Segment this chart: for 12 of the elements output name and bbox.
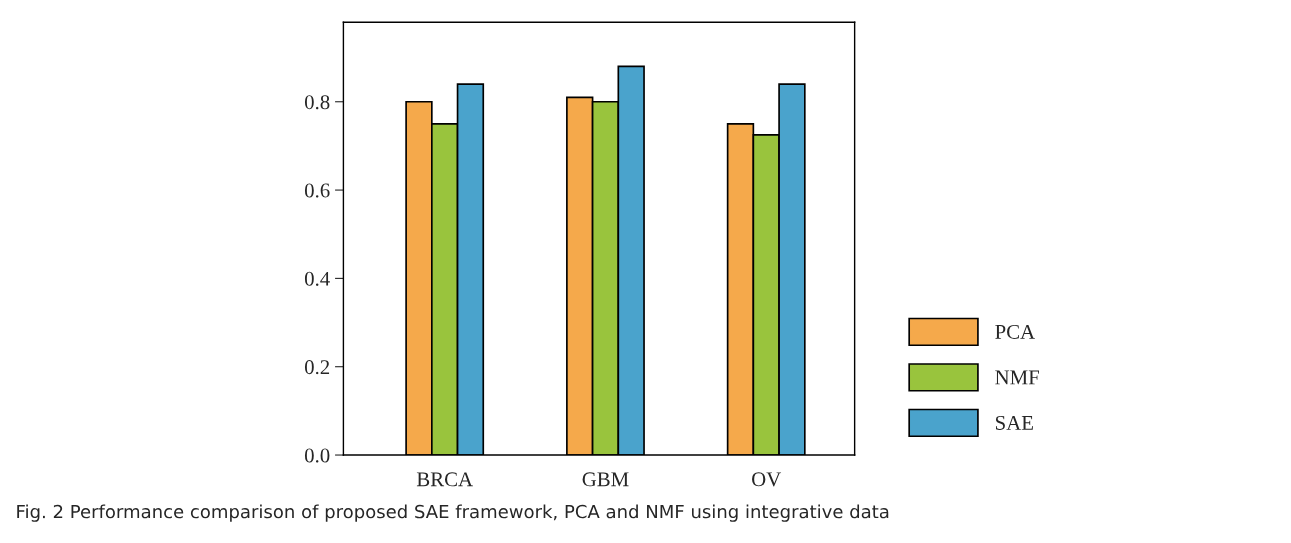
y-tick-label: 0.4 (304, 271, 330, 286)
caption: Fig. 2 Performance comparison of proposed SAE framework, PCA and NMF using integrative data (17, 504, 889, 522)
legend-label: NMF (995, 370, 1039, 385)
x-tick-label: OV (752, 472, 782, 487)
y-tick-label: 0.0 (304, 448, 330, 463)
y-tick-label: 0.8 (304, 95, 330, 110)
legend-label: PCA (995, 324, 1035, 339)
y-tick-label: 0.6 (304, 183, 330, 198)
legend-label: SAE (995, 415, 1033, 430)
y-tick-label: 0.2 (304, 360, 330, 375)
x-tick-label: BRCA (416, 472, 473, 487)
x-tick-label: GBM (582, 472, 629, 487)
